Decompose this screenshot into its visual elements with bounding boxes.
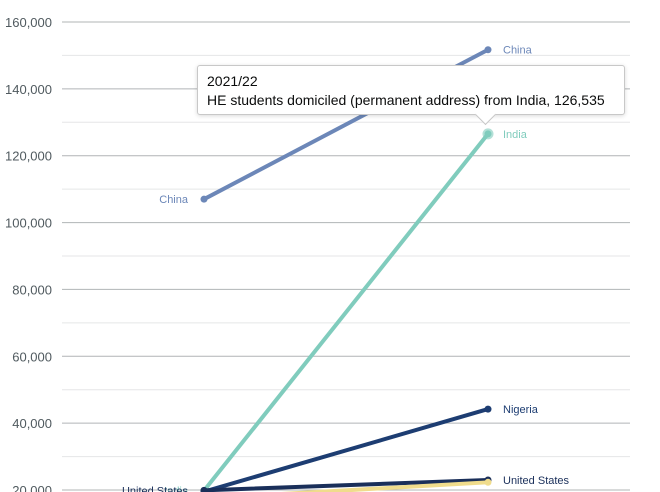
series-line[interactable] [204, 480, 490, 492]
series-label-right: China [503, 45, 533, 57]
data-point[interactable] [484, 478, 492, 486]
series-label-left: United States [122, 485, 189, 492]
tooltip-text: HE students domiciled (permanent address… [207, 92, 605, 108]
y-tick-label: 140,000 [5, 82, 52, 97]
series-line[interactable] [202, 477, 490, 492]
data-point[interactable] [200, 195, 208, 203]
y-tick-label: 40,000 [12, 416, 52, 431]
y-tick-label: 160,000 [5, 15, 52, 30]
series-label-left: India [164, 486, 189, 492]
data-point[interactable] [484, 405, 492, 413]
tooltip: 2021/22 HE students domiciled (permanent… [197, 65, 625, 126]
hover-marker[interactable] [482, 128, 494, 140]
tooltip-period: 2021/22 [207, 73, 258, 89]
y-tick-label: 60,000 [12, 349, 52, 364]
y-tick-label: 80,000 [12, 282, 52, 297]
y-tick-label: 100,000 [5, 216, 52, 231]
y-tick-label: 120,000 [5, 149, 52, 164]
y-axis: 20,000 40,000 60,000 80,000 100,000 120,000 14… [5, 15, 52, 492]
series-label-right: Nigeria [503, 404, 539, 416]
y-tick-label: 20,000 [12, 483, 52, 492]
data-point[interactable] [484, 46, 492, 54]
point-labels: China China India India Nigeria United States… [122, 45, 570, 492]
series-lines [200, 46, 494, 492]
series-label-right: United States [503, 475, 570, 487]
series-label-right: India [503, 129, 528, 141]
series-label-left: China [159, 194, 189, 206]
data-point[interactable] [200, 486, 208, 492]
series-line[interactable] [202, 131, 490, 492]
series-line[interactable] [202, 407, 490, 492]
